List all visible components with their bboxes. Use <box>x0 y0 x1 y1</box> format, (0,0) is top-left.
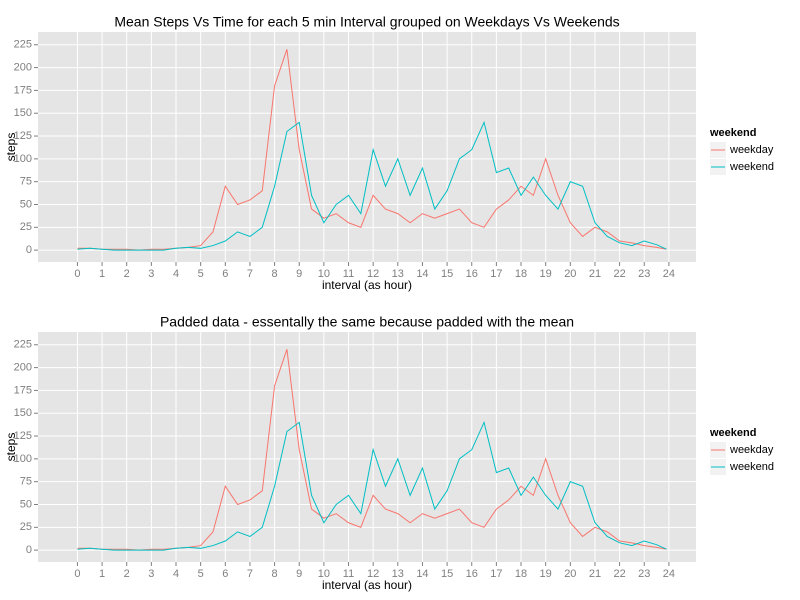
legend-label: weekday <box>729 444 774 456</box>
y-tick-label: 200 <box>14 362 32 374</box>
plot-background <box>38 32 696 262</box>
x-tick-label: 9 <box>296 268 302 280</box>
x-tick-label: 23 <box>638 268 650 280</box>
x-tick-label: 10 <box>318 268 330 280</box>
x-tick-label: 1 <box>99 268 105 280</box>
legend-label: weekend <box>729 161 774 173</box>
legend-label: weekday <box>729 144 774 156</box>
x-tick-label: 23 <box>638 568 650 580</box>
x-tick-label: 21 <box>589 268 601 280</box>
y-tick-label: 75 <box>20 176 32 188</box>
x-tick-label: 1 <box>99 568 105 580</box>
plot-background <box>38 332 696 562</box>
x-tick-label: 19 <box>540 268 552 280</box>
x-tick-label: 8 <box>272 268 278 280</box>
y-tick-label: 25 <box>20 221 32 233</box>
y-tick-label: 100 <box>14 153 32 165</box>
y-tick-label: 125 <box>14 130 32 142</box>
x-tick-label: 8 <box>272 568 278 580</box>
x-tick-label: 6 <box>222 568 228 580</box>
y-tick-label: 200 <box>14 62 32 74</box>
y-tick-label: 175 <box>14 384 32 396</box>
x-tick-label: 20 <box>564 568 576 580</box>
x-tick-label: 16 <box>466 268 478 280</box>
x-tick-label: 13 <box>392 568 404 580</box>
x-tick-label: 11 <box>343 268 354 280</box>
y-tick-label: 0 <box>26 244 32 256</box>
x-tick-label: 24 <box>663 568 675 580</box>
y-tick-label: 125 <box>14 430 32 442</box>
x-tick-label: 4 <box>173 268 179 280</box>
x-tick-label: 17 <box>490 268 502 280</box>
x-tick-label: 22 <box>613 268 625 280</box>
x-tick-label: 21 <box>589 568 601 580</box>
y-tick-label: 50 <box>20 498 32 510</box>
x-tick-label: 0 <box>74 268 80 280</box>
x-tick-label: 5 <box>198 268 204 280</box>
x-tick-label: 13 <box>392 268 404 280</box>
series-line <box>77 420 667 551</box>
x-axis-label: interval (as hour) <box>322 578 412 592</box>
y-axis-label: steps <box>4 133 18 162</box>
x-tick-label: 11 <box>343 568 354 580</box>
y-tick-label: 50 <box>20 198 32 210</box>
legend-label: weekend <box>729 461 774 473</box>
x-tick-label: 15 <box>441 268 453 280</box>
x-tick-label: 18 <box>515 568 527 580</box>
y-axis-label: steps <box>4 433 18 462</box>
y-tick-label: 150 <box>14 107 32 119</box>
y-tick-label: 100 <box>14 453 32 465</box>
x-tick-label: 18 <box>515 268 527 280</box>
x-tick-label: 7 <box>247 268 253 280</box>
y-tick-label: 25 <box>20 521 32 533</box>
y-tick-label: 0 <box>26 544 32 556</box>
x-tick-label: 3 <box>148 568 154 580</box>
x-tick-label: 5 <box>198 568 204 580</box>
x-tick-label: 20 <box>564 268 576 280</box>
legend-title: weekend <box>709 127 756 139</box>
x-tick-label: 22 <box>613 568 625 580</box>
x-tick-label: 12 <box>367 568 379 580</box>
x-tick-label: 16 <box>466 568 478 580</box>
y-tick-label: 225 <box>14 339 32 351</box>
legend-title: weekend <box>709 427 756 439</box>
x-tick-label: 19 <box>540 568 552 580</box>
x-tick-label: 2 <box>124 268 130 280</box>
x-tick-label: 3 <box>148 268 154 280</box>
y-tick-label: 225 <box>14 39 32 51</box>
x-tick-label: 15 <box>441 568 453 580</box>
x-tick-label: 6 <box>222 268 228 280</box>
x-tick-label: 14 <box>416 268 428 280</box>
x-tick-label: 4 <box>173 568 179 580</box>
x-tick-label: 9 <box>296 568 302 580</box>
x-tick-label: 12 <box>367 268 379 280</box>
y-tick-label: 175 <box>14 84 32 96</box>
x-axis-label: interval (as hour) <box>322 278 412 292</box>
x-tick-label: 7 <box>247 568 253 580</box>
x-tick-label: 17 <box>490 568 502 580</box>
x-tick-label: 24 <box>663 268 675 280</box>
x-tick-label: 14 <box>416 568 428 580</box>
series-line <box>77 120 667 251</box>
y-tick-label: 75 <box>20 476 32 488</box>
x-tick-label: 0 <box>74 568 80 580</box>
chart-title: Mean Steps Vs Time for each 5 min Interv… <box>114 14 619 30</box>
x-tick-label: 10 <box>318 568 330 580</box>
chart-title: Padded data - essentally the same becaus… <box>160 314 574 330</box>
y-tick-label: 150 <box>14 407 32 419</box>
x-tick-label: 2 <box>124 568 130 580</box>
